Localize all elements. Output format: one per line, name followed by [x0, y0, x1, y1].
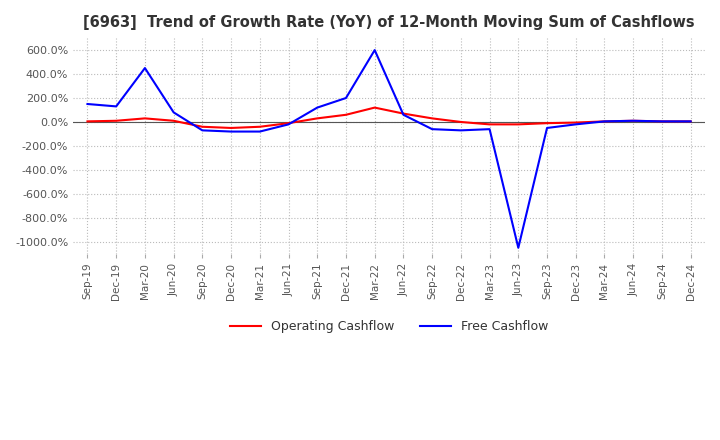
Operating Cashflow	[657, 119, 666, 124]
Free Cashflow	[485, 127, 494, 132]
Line: Operating Cashflow: Operating Cashflow	[87, 108, 690, 128]
Free Cashflow	[284, 122, 293, 127]
Free Cashflow	[399, 112, 408, 117]
Free Cashflow	[227, 129, 235, 134]
Operating Cashflow	[456, 119, 465, 125]
Operating Cashflow	[485, 122, 494, 127]
Operating Cashflow	[342, 112, 351, 117]
Operating Cashflow	[600, 119, 609, 124]
Operating Cashflow	[169, 118, 178, 123]
Operating Cashflow	[284, 121, 293, 126]
Operating Cashflow	[543, 121, 552, 126]
Free Cashflow	[572, 122, 580, 127]
Free Cashflow	[428, 127, 436, 132]
Operating Cashflow	[370, 105, 379, 110]
Free Cashflow	[83, 101, 91, 106]
Free Cashflow	[514, 245, 523, 250]
Free Cashflow	[686, 119, 695, 124]
Free Cashflow	[140, 66, 149, 71]
Operating Cashflow	[140, 116, 149, 121]
Legend: Operating Cashflow, Free Cashflow: Operating Cashflow, Free Cashflow	[225, 315, 553, 338]
Operating Cashflow	[83, 119, 91, 124]
Operating Cashflow	[399, 111, 408, 116]
Free Cashflow	[313, 105, 322, 110]
Free Cashflow	[456, 128, 465, 133]
Operating Cashflow	[227, 125, 235, 131]
Free Cashflow	[112, 104, 120, 109]
Title: [6963]  Trend of Growth Rate (YoY) of 12-Month Moving Sum of Cashflows: [6963] Trend of Growth Rate (YoY) of 12-…	[84, 15, 695, 30]
Free Cashflow	[169, 110, 178, 115]
Operating Cashflow	[514, 122, 523, 127]
Operating Cashflow	[572, 120, 580, 125]
Free Cashflow	[370, 48, 379, 53]
Line: Free Cashflow: Free Cashflow	[87, 50, 690, 248]
Operating Cashflow	[686, 119, 695, 124]
Operating Cashflow	[313, 116, 322, 121]
Operating Cashflow	[112, 118, 120, 123]
Free Cashflow	[198, 128, 207, 133]
Operating Cashflow	[428, 116, 436, 121]
Free Cashflow	[629, 118, 637, 123]
Free Cashflow	[600, 119, 609, 124]
Operating Cashflow	[198, 124, 207, 129]
Free Cashflow	[657, 119, 666, 124]
Free Cashflow	[256, 129, 264, 134]
Operating Cashflow	[256, 124, 264, 129]
Free Cashflow	[342, 95, 351, 101]
Operating Cashflow	[629, 118, 637, 123]
Free Cashflow	[543, 125, 552, 131]
